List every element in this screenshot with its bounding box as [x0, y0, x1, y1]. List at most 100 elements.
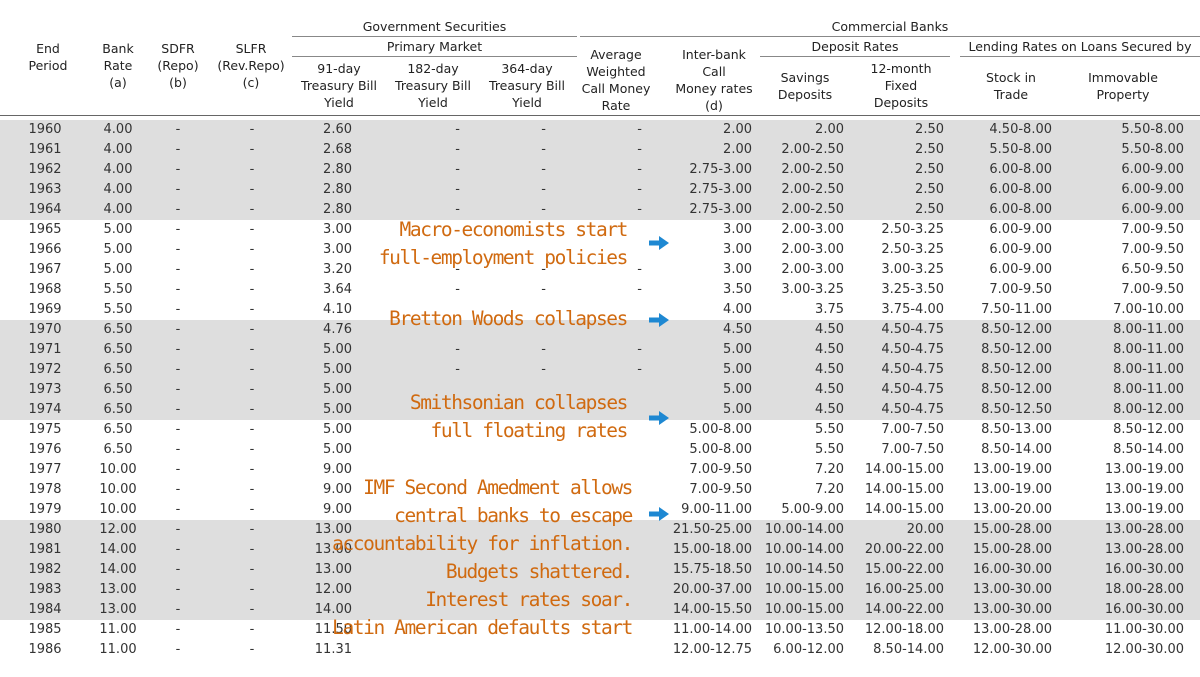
cell-immov: 7.00-10.00: [1113, 302, 1184, 317]
cell-year: 1967: [28, 262, 62, 277]
table-row: 1986 11.00 - - 11.31 12.00-12.75 6.00-12.00 8.5…: [0, 640, 1200, 660]
cell-bank: 6.50: [103, 342, 133, 357]
cell-immov: 7.00-9.50: [1121, 242, 1184, 257]
cell-slfr: -: [249, 142, 255, 157]
cell-sdfr: -: [175, 142, 181, 157]
cell-fd: 4.50-4.75: [881, 342, 944, 357]
annotation-bretton-woods: Bretton Woods collapses: [389, 307, 628, 330]
cell-awcmr: -: [637, 262, 642, 277]
cell-immov: 16.00-30.00: [1104, 562, 1184, 577]
cell-year: 1981: [28, 542, 62, 557]
table-row: 1973 6.50 - - 5.00 5.00 4.50 4.50-4.75 8.50-12.0…: [0, 380, 1200, 400]
cell-fd: 14.00-15.00: [864, 462, 944, 477]
cell-ibc: 15.75-18.50: [672, 562, 752, 577]
col-awcmr: Average Weighted Call Money Rate: [581, 47, 651, 113]
cell-fd: 14.00-15.00: [864, 482, 944, 497]
cell-tb182: -: [455, 142, 460, 157]
cell-awcmr: -: [637, 202, 642, 217]
cell-stock: 12.00-30.00: [972, 642, 1052, 657]
table-row: 1971 6.50 - - 5.00 - - - 5.00 4.50 4.50-4.75 8.50-1…: [0, 340, 1200, 360]
cell-year: 1966: [28, 242, 62, 257]
cell-slfr: -: [249, 442, 255, 457]
cell-tb91: 3.64: [323, 282, 352, 297]
cell-slfr: -: [249, 382, 255, 397]
cell-fd: 14.00-22.00: [864, 602, 944, 617]
cell-stock: 7.50-11.00: [981, 302, 1052, 317]
cell-bank: 14.00: [99, 542, 137, 557]
table-row: 1985 11.00 - - 11.50 11.00-14.00 10.00-13.50 12…: [0, 620, 1200, 640]
cell-tb364: -: [541, 202, 546, 217]
cell-sav: 2.00-2.50: [781, 142, 844, 157]
cell-fd: 7.00-7.50: [881, 442, 944, 457]
cell-ibc: 9.00-11.00: [681, 502, 752, 517]
cell-sav: 10.00-15.00: [764, 602, 844, 617]
cell-year: 1977: [28, 462, 62, 477]
table-row: 1972 6.50 - - 5.00 - - - 5.00 4.50 4.50-4.75 8.50-1…: [0, 360, 1200, 380]
cell-tb91: 13.00: [314, 562, 352, 577]
cell-year: 1960: [28, 122, 62, 137]
cell-sav: 5.00-9.00: [781, 502, 844, 517]
cell-stock: 6.00-8.00: [989, 182, 1052, 197]
cell-sav: 2.00-3.00: [781, 262, 844, 277]
cell-stock: 8.50-12.00: [981, 322, 1052, 337]
cell-sav: 2.00-3.00: [781, 242, 844, 257]
cell-stock: 4.50-8.00: [989, 122, 1052, 137]
col-bank-rate: Bank Rate (a): [102, 41, 134, 90]
cell-slfr: -: [249, 322, 255, 337]
commercial-banks-header: Commercial Banks: [831, 19, 949, 34]
cell-tb91: 3.00: [323, 242, 352, 257]
cell-bank: 10.00: [99, 502, 137, 517]
cell-tb91: 5.00: [323, 402, 352, 417]
cell-sdfr: -: [175, 402, 181, 417]
cell-immov: 6.00-9.00: [1121, 182, 1184, 197]
arrow-right-icon: [649, 411, 669, 425]
col-interbank-call: Inter-bank Call Money rates (d): [675, 47, 753, 113]
cell-sdfr: -: [175, 222, 181, 237]
cell-awcmr: -: [637, 122, 642, 137]
cell-slfr: -: [249, 162, 255, 177]
cell-awcmr: -: [637, 142, 642, 157]
cell-bank: 6.50: [103, 402, 133, 417]
cell-immov: 8.50-12.00: [1113, 422, 1184, 437]
cell-fd: 4.50-4.75: [881, 402, 944, 417]
cell-slfr: -: [249, 542, 255, 557]
cell-ibc: 12.00-12.75: [672, 642, 752, 657]
cell-sdfr: -: [175, 562, 181, 577]
cell-sdfr: -: [175, 182, 181, 197]
cell-stock: 6.00-9.00: [989, 222, 1052, 237]
col-slfr: SLFR (Rev.Repo) (c): [217, 41, 285, 90]
cell-tb91: 5.00: [323, 442, 352, 457]
cell-slfr: -: [249, 302, 255, 317]
cell-sdfr: -: [175, 302, 181, 317]
cell-bank: 5.00: [103, 222, 133, 237]
cell-bank: 12.00: [99, 522, 137, 537]
lending-rates-header: Lending Rates on Loans Secured by: [968, 39, 1192, 54]
cell-ibc: 3.00: [723, 242, 752, 257]
cell-fd: 3.25-3.50: [881, 282, 944, 297]
cell-slfr: -: [249, 602, 255, 617]
cell-slfr: -: [249, 402, 255, 417]
cell-stock: 15.00-28.00: [972, 542, 1052, 557]
table-row: 1979 10.00 - - 9.00 9.00-11.00 5.00-9.00 14.00-…: [0, 500, 1200, 520]
table-row: 1980 12.00 - - 13.00 21.50-25.00 10.00-14.00 20…: [0, 520, 1200, 540]
arrow-right-icon: [649, 236, 669, 250]
cell-tb91: 12.00: [314, 582, 352, 597]
cell-slfr: -: [249, 122, 255, 137]
cell-tb364: -: [541, 262, 546, 277]
cell-year: 1975: [28, 422, 62, 437]
table-row: 1969 5.50 - - 4.10 4.00 3.75 3.75-4.00 7.50-11.0…: [0, 300, 1200, 320]
cell-year: 1965: [28, 222, 62, 237]
cell-slfr: -: [249, 182, 255, 197]
cell-stock: 6.00-9.00: [989, 242, 1052, 257]
cell-ibc: 7.00-9.50: [689, 482, 752, 497]
cell-tb182: -: [455, 362, 460, 377]
col-tb91: 91-day Treasury Bill Yield: [301, 61, 377, 110]
table-row: 1982 14.00 - - 13.00 15.75-18.50 10.00-14.50 15…: [0, 560, 1200, 580]
cell-immov: 5.50-8.00: [1121, 122, 1184, 137]
cell-sav: 10.00-14.00: [764, 542, 844, 557]
cell-tb91: 4.76: [323, 322, 352, 337]
cell-slfr: -: [249, 502, 255, 517]
cell-awcmr: [580, 640, 642, 660]
cell-year: 1961: [28, 142, 62, 157]
cell-fd: 15.00-22.00: [864, 562, 944, 577]
